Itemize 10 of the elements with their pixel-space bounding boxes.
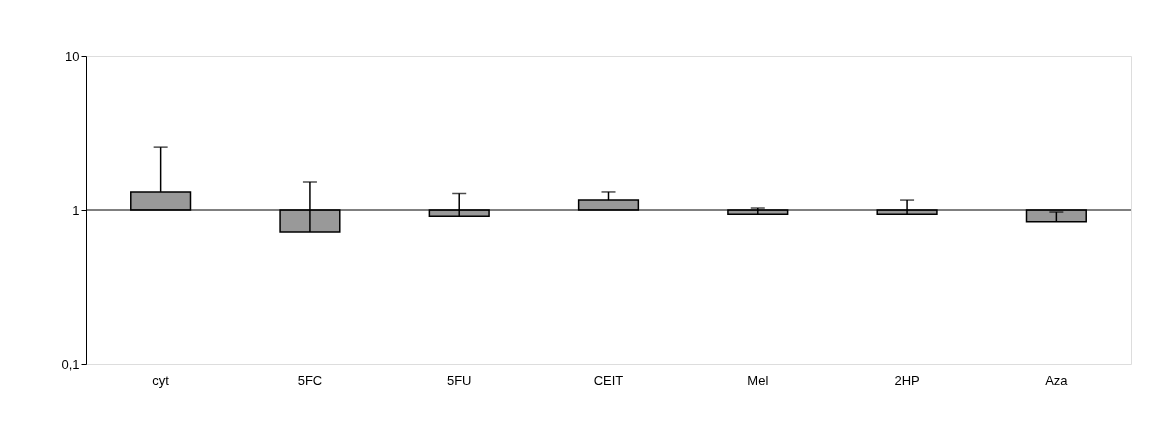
x-tick-label: 5FU: [446, 372, 472, 388]
x-tick-label: Mel: [747, 372, 769, 388]
x-tick-label: cyt: [152, 372, 170, 388]
x-tick-label: 2HP: [894, 372, 920, 388]
x-tick-label: 5FC: [297, 372, 323, 388]
x-tick-label: CEIT: [593, 372, 624, 388]
y-tick-label: 0,1: [61, 356, 80, 372]
y-tick-label: 10: [65, 48, 80, 64]
y-tick-label: 1: [72, 202, 80, 218]
x-tick-label: Aza: [1045, 372, 1069, 388]
